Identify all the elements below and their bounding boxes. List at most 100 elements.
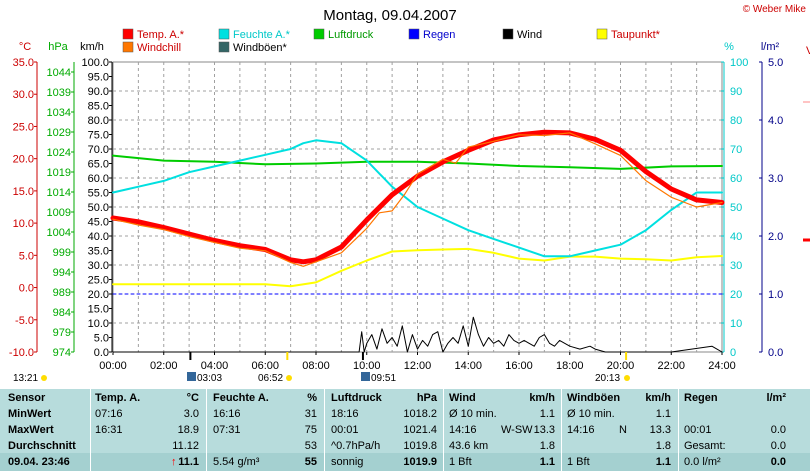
series-feuchte-a bbox=[112, 139, 723, 258]
pressure-axis-tick: 979 bbox=[53, 327, 71, 339]
legend-label: Regen bbox=[423, 29, 455, 41]
rain-axis-tick: 5.0 bbox=[768, 57, 783, 69]
time-axis-tick: 24:00 bbox=[708, 360, 736, 372]
wind-unit-label: km/h bbox=[80, 41, 104, 53]
time-axis-tick: 08:00 bbox=[302, 360, 330, 372]
stats-col-header: Regen bbox=[684, 392, 718, 404]
wind-axis-tick: 35.0 bbox=[88, 246, 109, 258]
rain-axis-tick: 1.0 bbox=[768, 289, 783, 301]
chart-legend: Temp. A.* Feuchte A.* Luftdruck Regen Wind Ta… bbox=[122, 28, 661, 54]
stats-pressure-time: 18:16 bbox=[331, 408, 359, 420]
stats-col-header: Windböen bbox=[567, 392, 621, 404]
col-separator bbox=[561, 389, 562, 471]
wind-axis-tick: 10.0 bbox=[88, 318, 109, 330]
stats-wind-time: 43.6 km bbox=[449, 440, 489, 452]
stats-row-label: 09.04. 23:46 bbox=[8, 456, 70, 468]
time-axis-tick: 06:00 bbox=[251, 360, 279, 372]
stats-wind-value: 1.8 bbox=[539, 440, 555, 452]
percent-unit-label: % bbox=[724, 41, 734, 53]
percent-axis-tick: 0 bbox=[730, 347, 736, 359]
stats-temp-value: 3.0 bbox=[183, 408, 199, 420]
pressure-axis-tick: 984 bbox=[53, 307, 71, 319]
rain-unit-label: l/m² bbox=[761, 41, 780, 53]
legend-swatch bbox=[122, 41, 134, 53]
stats-humidity-value: 53 bbox=[304, 440, 317, 452]
col-separator bbox=[90, 389, 91, 471]
temp-axis-tick: -10.0 bbox=[9, 347, 34, 359]
wind-axis-tick: 70.0 bbox=[88, 144, 109, 156]
time-axis-tick: 00:00 bbox=[99, 360, 127, 372]
percent-axis-tick: 40 bbox=[730, 231, 742, 243]
wind-axis-tick: 40.0 bbox=[88, 231, 109, 243]
pressure-axis-tick: 1044 bbox=[47, 67, 71, 79]
stats-pressure-value: 1021.4 bbox=[403, 424, 437, 436]
wind-axis-tick: 15.0 bbox=[88, 304, 109, 316]
stats-wind-time: 14:16 bbox=[449, 424, 477, 436]
stats-pressure-time: ^0.7hPa/h bbox=[331, 440, 381, 452]
stats-rain-time: Gesamt: bbox=[684, 440, 726, 452]
legend-label: Windchill bbox=[137, 42, 181, 54]
rain-axis-tick: 0.0 bbox=[768, 347, 783, 359]
stats-wind-direction: W-SW bbox=[501, 424, 533, 436]
rain-axis-tick: 2.0 bbox=[768, 231, 783, 243]
temp-axis-tick: 0.0 bbox=[19, 283, 34, 295]
wind-axis-tick: 65.0 bbox=[88, 159, 109, 171]
pressure-axis-tick: 1009 bbox=[47, 207, 71, 219]
temp-axis-tick: 35.0 bbox=[13, 57, 34, 69]
stats-col-unit: l/m² bbox=[766, 392, 786, 404]
wind-axis-tick: 5.0 bbox=[94, 333, 109, 345]
stats-col-header: Sensor bbox=[8, 392, 46, 404]
time-axis-tick: 12:00 bbox=[404, 360, 432, 372]
legend-swatch bbox=[596, 28, 608, 40]
stats-col-unit: hPa bbox=[416, 392, 437, 404]
current-row-highlight bbox=[0, 453, 810, 471]
stats-rain-value: 0.0 bbox=[770, 456, 786, 468]
legend-label: Feuchte A.* bbox=[233, 29, 291, 41]
percent-axis-tick: 20 bbox=[730, 289, 742, 301]
stats-temp-value: 11.12 bbox=[172, 440, 199, 452]
legend-label: Taupunkt* bbox=[611, 29, 661, 41]
stats-pressure-time: sonnig bbox=[331, 456, 364, 468]
stats-humidity-time: 07:31 bbox=[213, 424, 241, 436]
pressure-axis-tick: 1029 bbox=[47, 127, 71, 139]
time-axis-tick: 22:00 bbox=[657, 360, 685, 372]
chart-title: Montag, 09.04.2007 bbox=[323, 7, 456, 24]
stats-gust-direction: N bbox=[619, 424, 627, 436]
stats-temp-value: 11.1 bbox=[178, 456, 199, 468]
stats-pressure-value: 1019.9 bbox=[403, 456, 437, 468]
wind-axis-tick: 95.0 bbox=[88, 72, 109, 84]
time-markers bbox=[189, 352, 628, 360]
temp-unit-label: °C bbox=[19, 41, 31, 53]
weather-chart: Montag, 09.04.2007 © Weber Mike °C hPa k… bbox=[9, 4, 810, 384]
stats-humidity-value: 75 bbox=[304, 424, 317, 436]
series-windchill bbox=[112, 132, 723, 267]
statistics-panel: Sensor Temp. A. °C Feuchte A.% Luftdruck hPa W… bbox=[0, 389, 810, 471]
legend-swatch bbox=[502, 28, 514, 40]
chart-axes: 35.0 30.0 25.0 20.0 15.0 10.0 5.0 0.0 -5.0 -10.0 1… bbox=[9, 57, 783, 372]
moonrise-icon bbox=[361, 372, 370, 381]
stats-rain-value: 0.0 bbox=[770, 440, 786, 452]
pressure-axis-tick: 1034 bbox=[47, 107, 71, 119]
stats-rain-time: 00:01 bbox=[684, 424, 712, 436]
wind-axis-tick: 25.0 bbox=[88, 275, 109, 287]
series-taupunkt bbox=[112, 247, 723, 288]
stats-temp-time: 07:16 bbox=[95, 408, 123, 420]
wind-axis-tick: 75.0 bbox=[88, 130, 109, 142]
col-separator bbox=[678, 389, 679, 471]
copyright-text[interactable]: © Weber Mike bbox=[743, 4, 807, 15]
stats-humidity-value: 31 bbox=[304, 408, 317, 420]
wind-axis-tick: 20.0 bbox=[88, 289, 109, 301]
pressure-axis-tick: 994 bbox=[53, 267, 71, 279]
wind-axis-tick: 100.0 bbox=[81, 57, 109, 69]
percent-axis-tick: 10 bbox=[730, 318, 742, 330]
stats-temp-time: 16:31 bbox=[95, 424, 123, 436]
pressure-unit-label: hPa bbox=[48, 41, 68, 53]
pressure-axis-tick: 1004 bbox=[47, 227, 71, 239]
legend-label: Temp. A.* bbox=[137, 29, 185, 41]
time-axis-tick: 16:00 bbox=[505, 360, 533, 372]
wind-axis-tick: 55.0 bbox=[88, 188, 109, 200]
stats-gust-value: 1.8 bbox=[655, 440, 671, 452]
percent-axis-tick: 60 bbox=[730, 173, 742, 185]
temp-axis-tick: 20.0 bbox=[13, 154, 34, 166]
stats-col-header: Luftdruck bbox=[331, 392, 382, 404]
